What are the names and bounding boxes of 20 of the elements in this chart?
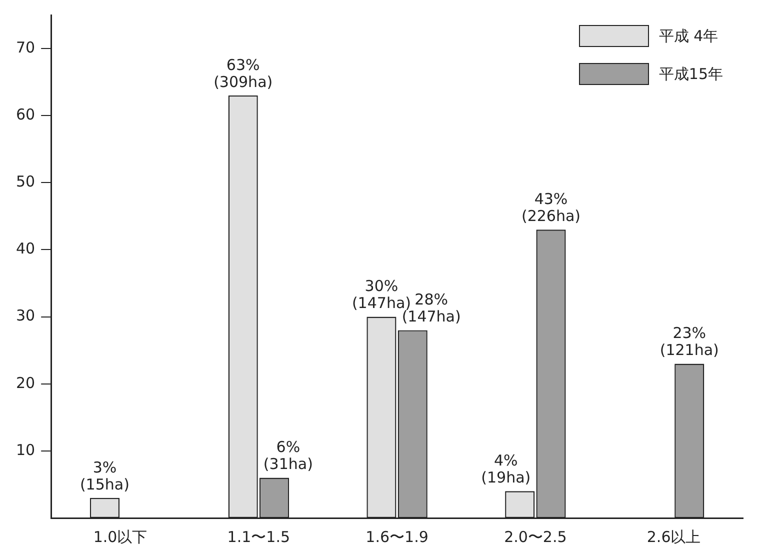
- y-tick-label: 60: [16, 105, 36, 124]
- y-tick-label: 20: [16, 374, 36, 392]
- y-tick-label: 10: [16, 440, 36, 459]
- y-tick-label: 50: [16, 172, 36, 191]
- data-label: 23% (121ha): [660, 324, 719, 360]
- legend-label: 平成15年: [658, 64, 723, 84]
- y-tick-label: 30: [16, 306, 36, 325]
- x-tick-label: 1.0以下: [93, 528, 148, 546]
- x-tick-label: 2.0〜2.5: [504, 528, 567, 546]
- y-tick-label: 70: [16, 38, 36, 56]
- data-label: 63% (309ha): [214, 56, 273, 91]
- data-label: 43% (226ha): [521, 190, 581, 226]
- legend-label: 平成 4年: [658, 26, 718, 46]
- x-tick-label: 1.1〜1.5: [227, 528, 290, 546]
- y-tick-label: 40: [16, 240, 36, 258]
- data-label: 3% (15ha): [80, 458, 130, 494]
- data-label: 6% (31ha): [263, 438, 313, 474]
- data-label: 4% (19ha): [481, 452, 531, 487]
- x-tick-label: 1.6〜1.9: [366, 528, 428, 546]
- x-tick-label: 2.6以上: [646, 528, 701, 546]
